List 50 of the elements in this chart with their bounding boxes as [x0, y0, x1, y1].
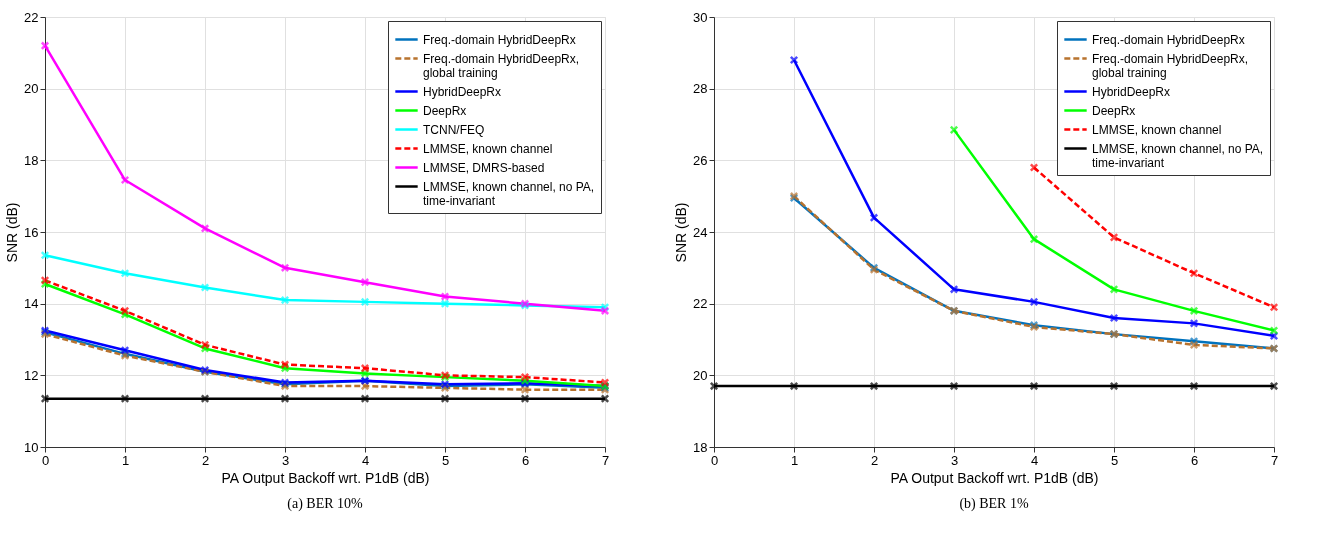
- x-axis-title: PA Output Backoff wrt. P1dB (dB): [221, 469, 430, 486]
- legend-label: DeepRx: [1092, 103, 1136, 118]
- text: (b) BER 1%: [959, 496, 1029, 512]
- x-tick-label: 7: [601, 452, 610, 468]
- y-tick-label: 24: [693, 224, 708, 240]
- y-tick-label: 22: [24, 9, 39, 25]
- legend-label: Freq.-domain HybridDeepRx, global training: [1092, 51, 1249, 80]
- x-axis-title: PA Output Backoff wrt. P1dB (dB): [890, 469, 1099, 486]
- x-tick-label: 7: [1270, 452, 1279, 468]
- x-tick-label: 4: [1030, 452, 1039, 468]
- legend-label: LMMSE, known channel: [423, 141, 553, 156]
- y-tick-label: 30: [693, 9, 708, 25]
- x-tick-label: 1: [790, 452, 799, 468]
- x-tick-label: 2: [870, 452, 879, 468]
- legend-label: LMMSE, known channel, no PA, time-invariant: [1092, 141, 1264, 170]
- legend-label: HybridDeepRx: [423, 84, 502, 99]
- legend-label: LMMSE, DMRS-based: [423, 160, 545, 175]
- y-tick-label: 18: [693, 439, 708, 455]
- x-tick-label: 0: [710, 452, 719, 468]
- legend-label: Freq.-domain HybridDeepRx: [1092, 32, 1245, 47]
- x-tick-label: 0: [41, 452, 50, 468]
- y-tick-label: 16: [24, 224, 39, 240]
- y-tick-label: 14: [24, 296, 39, 312]
- x-tick-label: 6: [1190, 452, 1199, 468]
- x-tick-label: 4: [361, 452, 370, 468]
- legend-label: LMMSE, known channel: [1092, 122, 1222, 137]
- y-tick-label: 20: [24, 81, 39, 97]
- x-tick-label: 6: [521, 452, 530, 468]
- x-tick-label: 5: [1110, 452, 1119, 468]
- x-tick-label: 2: [201, 452, 210, 468]
- x-tick-label: 3: [950, 452, 959, 468]
- text: (a) BER 10%: [287, 496, 364, 512]
- y-axis-title: SNR (dB): [673, 202, 690, 263]
- y-tick-label: 20: [693, 367, 708, 383]
- y-tick-label: 22: [693, 296, 708, 312]
- legend-label: Freq.-domain HybridDeepRx, global training: [423, 51, 580, 80]
- y-tick-label: 26: [693, 152, 708, 168]
- y-tick-label: 10: [24, 439, 39, 455]
- legend-label: HybridDeepRx: [1092, 84, 1171, 99]
- legend-label: TCNN/FEQ: [423, 122, 485, 137]
- legend-label: DeepRx: [423, 103, 467, 118]
- x-tick-label: 5: [441, 452, 450, 468]
- legend-label: LMMSE, known channel, no PA, time-invariant: [423, 179, 595, 208]
- y-tick-label: 28: [693, 81, 708, 97]
- y-tick-label: 12: [24, 367, 39, 383]
- x-tick-label: 1: [121, 452, 130, 468]
- y-axis-title: SNR (dB): [4, 202, 21, 263]
- y-tick-label: 18: [24, 152, 39, 168]
- legend-label: Freq.-domain HybridDeepRx: [423, 32, 576, 47]
- x-tick-label: 3: [281, 452, 290, 468]
